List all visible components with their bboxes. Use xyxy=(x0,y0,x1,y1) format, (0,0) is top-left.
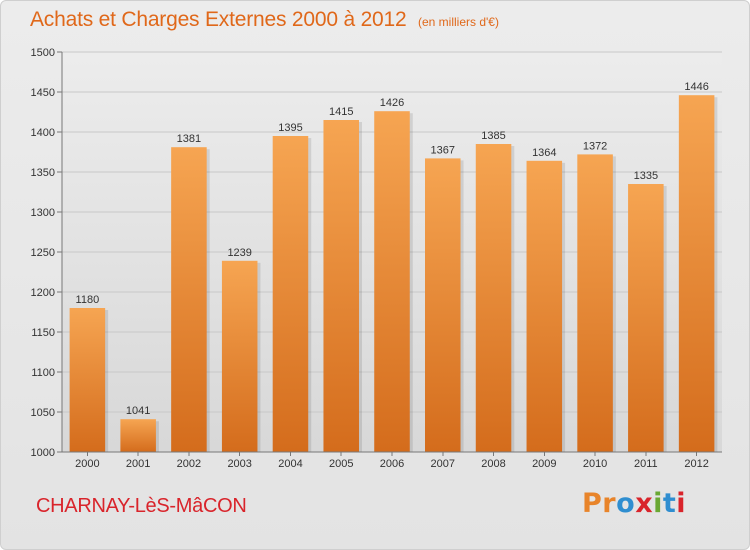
x-tick-label: 2012 xyxy=(684,458,708,470)
bar-2010 xyxy=(577,154,613,452)
y-tick-label: 1200 xyxy=(31,287,55,299)
x-tick-label: 2005 xyxy=(329,458,353,470)
x-tick-label: 2007 xyxy=(431,458,455,470)
y-tick-label: 1350 xyxy=(31,167,55,179)
y-tick-label: 1400 xyxy=(31,127,55,139)
value-label: 1367 xyxy=(431,144,455,156)
bar-2009 xyxy=(526,160,563,453)
bar-2008 xyxy=(475,144,512,452)
bar-2005 xyxy=(323,120,359,452)
x-tick-label: 2003 xyxy=(227,458,251,470)
x-tick-label: 2011 xyxy=(634,458,658,470)
y-tick-label: 1300 xyxy=(31,207,55,219)
proxiti-logo: Proxiti xyxy=(582,488,687,519)
x-tick-label: 2008 xyxy=(481,458,505,470)
value-label: 1415 xyxy=(329,106,353,118)
value-label: 1239 xyxy=(227,247,251,259)
x-tick-label: 2004 xyxy=(278,458,302,470)
bar-2003 xyxy=(221,260,258,452)
x-tick-label: 2010 xyxy=(583,458,607,470)
x-tick-label: 2006 xyxy=(380,458,404,470)
y-tick-label: 1000 xyxy=(31,447,55,459)
y-tick-label: 1500 xyxy=(31,47,55,59)
y-tick-label: 1250 xyxy=(31,247,55,259)
value-label: 1041 xyxy=(126,405,150,417)
value-label: 1335 xyxy=(634,170,658,182)
x-tick-label: 2002 xyxy=(177,458,201,470)
bar-2006 xyxy=(374,111,410,452)
y-tick-label: 1150 xyxy=(31,327,55,339)
bar-2000 xyxy=(69,308,106,452)
value-label: 1426 xyxy=(380,97,404,109)
x-tick-label: 2009 xyxy=(532,458,556,470)
bar-2002 xyxy=(171,147,207,452)
value-label: 1180 xyxy=(76,294,100,306)
value-label: 1395 xyxy=(278,122,302,134)
commune-name: CHARNAY-LèS-MâCON xyxy=(36,495,247,517)
bar-2004 xyxy=(272,136,309,452)
bar-2012 xyxy=(678,95,715,452)
x-tick-label: 2001 xyxy=(126,458,150,470)
value-label: 1381 xyxy=(177,133,201,145)
value-label: 1372 xyxy=(583,140,607,152)
value-label: 1385 xyxy=(481,130,505,142)
y-tick-label: 1050 xyxy=(31,407,55,419)
chart-subtitle: (en milliers d'€) xyxy=(418,15,499,29)
bar-2001 xyxy=(120,419,156,452)
value-label: 1364 xyxy=(532,147,556,159)
x-tick-label: 2000 xyxy=(75,458,99,470)
chart-title: Achats et Charges Externes 2000 à 2012 xyxy=(30,8,407,31)
y-tick-label: 1100 xyxy=(31,367,55,379)
value-label: 1446 xyxy=(684,81,708,93)
y-tick-label: 1450 xyxy=(31,87,55,99)
bar-2007 xyxy=(425,158,461,452)
bar-2011 xyxy=(628,184,664,452)
